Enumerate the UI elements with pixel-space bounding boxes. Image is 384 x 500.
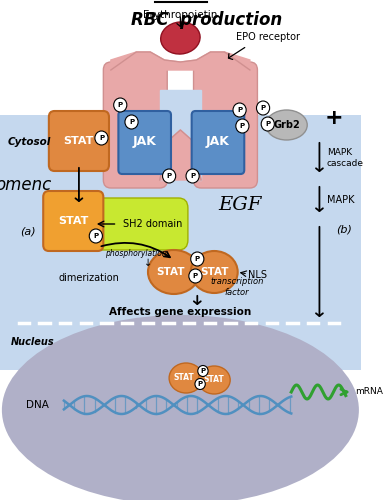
Polygon shape <box>160 90 201 180</box>
Text: P: P <box>237 107 242 113</box>
Ellipse shape <box>169 363 203 393</box>
Circle shape <box>198 366 208 376</box>
Text: Erythropoietin: Erythropoietin <box>143 10 218 20</box>
Text: P: P <box>190 173 195 179</box>
Text: Grb2: Grb2 <box>273 120 300 130</box>
Ellipse shape <box>266 110 307 140</box>
Circle shape <box>89 229 103 243</box>
Text: P: P <box>93 233 98 239</box>
Text: STAT: STAT <box>157 267 185 277</box>
Text: P: P <box>193 273 198 279</box>
Text: Cytosol: Cytosol <box>8 137 51 147</box>
Text: omenc: omenc <box>0 176 51 194</box>
Text: P: P <box>197 381 203 387</box>
Ellipse shape <box>148 250 200 294</box>
Text: EPO receptor: EPO receptor <box>236 32 300 42</box>
Circle shape <box>191 252 204 266</box>
Text: P: P <box>99 135 104 141</box>
Circle shape <box>257 101 270 115</box>
FancyBboxPatch shape <box>80 198 188 250</box>
Text: STAT: STAT <box>64 136 94 146</box>
Text: MAPK: MAPK <box>327 195 354 205</box>
Text: Affects gene expression: Affects gene expression <box>109 307 252 317</box>
FancyBboxPatch shape <box>103 62 167 188</box>
Text: STAT: STAT <box>174 374 195 382</box>
Circle shape <box>189 269 202 283</box>
Text: JAK: JAK <box>206 136 230 148</box>
Circle shape <box>95 131 108 145</box>
Text: MAPK
cascade: MAPK cascade <box>327 148 364 168</box>
Text: STAT: STAT <box>204 376 225 384</box>
FancyBboxPatch shape <box>43 191 103 251</box>
Text: P: P <box>200 368 205 374</box>
Text: P: P <box>260 105 266 111</box>
Circle shape <box>233 103 246 117</box>
Polygon shape <box>111 52 250 70</box>
Text: dimerization: dimerization <box>59 273 120 283</box>
FancyBboxPatch shape <box>194 62 257 188</box>
Text: Nucleus: Nucleus <box>11 337 55 347</box>
Circle shape <box>162 169 176 183</box>
Text: transcription
factor: transcription factor <box>210 278 263 296</box>
Text: DNA: DNA <box>26 400 49 410</box>
Ellipse shape <box>2 315 359 500</box>
Text: (a): (a) <box>20 227 36 237</box>
Text: STAT: STAT <box>200 267 228 277</box>
FancyBboxPatch shape <box>118 111 171 174</box>
Text: JAK: JAK <box>133 136 157 148</box>
Polygon shape <box>160 130 201 180</box>
Text: NLS: NLS <box>248 270 267 280</box>
Text: mRNA: mRNA <box>355 388 383 396</box>
Text: P: P <box>118 102 123 108</box>
FancyBboxPatch shape <box>192 111 244 174</box>
Text: SH2 domain: SH2 domain <box>122 219 182 229</box>
Bar <box>0 115 361 370</box>
FancyBboxPatch shape <box>49 111 109 171</box>
Text: ↓: ↓ <box>144 258 152 268</box>
Circle shape <box>114 98 127 112</box>
Text: phosphorylation: phosphorylation <box>105 248 167 258</box>
Text: P: P <box>265 121 270 127</box>
Circle shape <box>236 119 249 133</box>
Ellipse shape <box>191 251 238 293</box>
Text: P: P <box>240 123 245 129</box>
Text: +: + <box>324 108 343 128</box>
Text: P: P <box>195 256 200 262</box>
Text: P: P <box>129 119 134 125</box>
Text: EGF: EGF <box>218 196 261 214</box>
Circle shape <box>186 169 199 183</box>
Circle shape <box>261 117 274 131</box>
Circle shape <box>195 378 205 390</box>
Text: (b): (b) <box>336 225 352 235</box>
Text: P: P <box>167 173 172 179</box>
Ellipse shape <box>161 22 200 54</box>
Text: RBC  production: RBC production <box>131 11 282 29</box>
Circle shape <box>125 115 138 129</box>
Ellipse shape <box>198 366 230 394</box>
Text: STAT: STAT <box>58 216 88 226</box>
